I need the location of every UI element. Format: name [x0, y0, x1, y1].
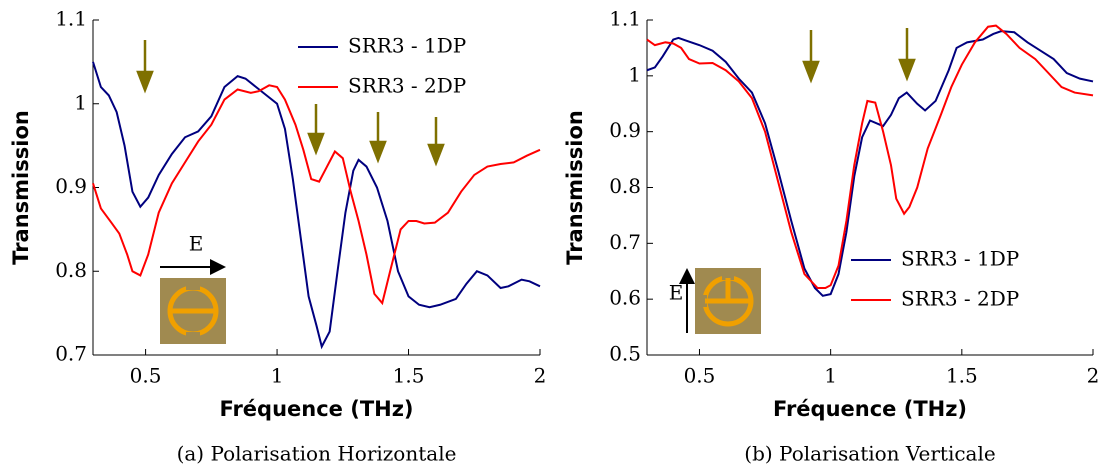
x-axis-label: Fréquence (THz)	[219, 397, 413, 421]
y-tick-label: 0.7	[55, 342, 87, 366]
x-tick-label: 2	[534, 364, 547, 388]
y-tick-label: 1.1	[55, 7, 87, 31]
x-tick-label: 0.5	[130, 364, 162, 388]
y-tick-label: 1	[628, 62, 641, 86]
caption: (b) Polarisation Verticale	[744, 442, 995, 466]
x-tick-label: 1.5	[946, 364, 978, 388]
y-tick-label: 0.5	[609, 342, 641, 366]
legend-label: SRR3 - 1DP	[348, 34, 466, 58]
x-tick-label: 1	[271, 364, 284, 388]
x-axis-label: Fréquence (THz)	[773, 397, 967, 421]
legend-label: SRR3 - 2DP	[348, 74, 466, 98]
y-tick-label: 0.8	[609, 174, 641, 198]
inset-right	[679, 268, 761, 334]
y-tick-label: 1.1	[609, 7, 641, 31]
inset-left	[160, 259, 226, 344]
x-tick-label: 2	[1087, 364, 1100, 388]
arrows	[136, 28, 916, 167]
annotation: E	[669, 281, 684, 305]
series-line	[646, 30, 1094, 297]
x-tick-label: 0.5	[684, 364, 716, 388]
x-tick-label: 1.5	[393, 364, 425, 388]
y-tick-label: 1	[74, 90, 87, 114]
series-line	[92, 84, 541, 306]
legend-label: SRR3 - 1DP	[901, 247, 1019, 271]
y-tick-label: 0.8	[55, 258, 87, 282]
caption: (a) Polarisation Horizontale	[177, 442, 457, 466]
y-axis-label: Transmission	[9, 110, 33, 265]
annotation: E	[189, 232, 204, 256]
y-tick-label: 0.6	[609, 286, 641, 310]
y-axis-label: Transmission	[563, 110, 587, 265]
series-line	[92, 61, 541, 350]
y-tick-label: 0.9	[609, 118, 641, 142]
series-line	[646, 24, 1094, 289]
y-tick-label: 0.7	[609, 230, 641, 254]
x-tick-label: 1	[824, 364, 837, 388]
y-tick-label: 0.9	[55, 174, 87, 198]
legend-label: SRR3 - 2DP	[901, 287, 1019, 311]
